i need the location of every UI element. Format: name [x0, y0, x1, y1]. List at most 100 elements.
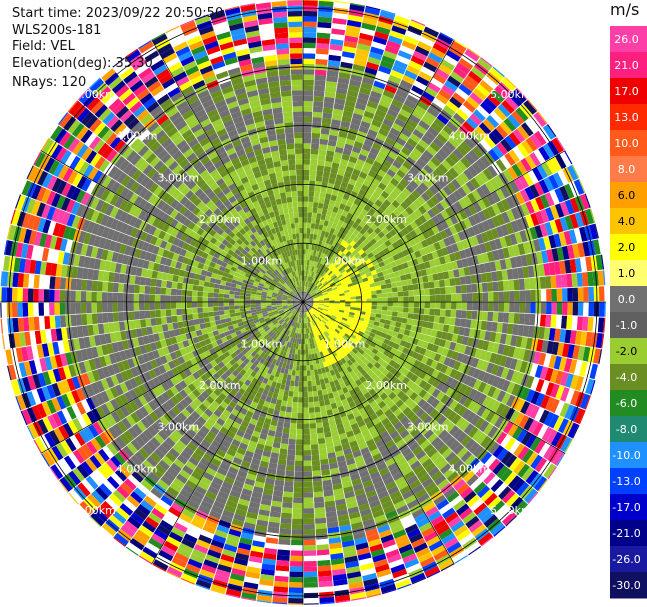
ray-gate — [326, 256, 332, 262]
ray-gate — [435, 93, 449, 105]
ray-gate — [477, 381, 487, 393]
ray-gate — [502, 247, 510, 259]
ray-gate — [308, 302, 314, 305]
ray-gate — [430, 234, 439, 244]
ray-gate — [357, 213, 365, 221]
ray-gate — [570, 374, 579, 390]
ray-gate — [543, 177, 554, 192]
ray-gate — [525, 375, 535, 389]
ray-gate — [387, 182, 396, 191]
ray-gate — [335, 92, 347, 100]
ray-gate — [437, 33, 453, 45]
ray-gate — [507, 245, 516, 258]
ray-gate — [373, 321, 380, 327]
ray-gate — [512, 88, 527, 103]
ray-gate — [298, 344, 301, 350]
ray-gate — [434, 192, 444, 202]
ray-gate — [579, 226, 588, 242]
ray-gate — [512, 347, 521, 359]
ray-gate — [543, 263, 551, 276]
ray-gate — [325, 155, 334, 163]
ray-gate — [538, 326, 546, 340]
ray-gate — [312, 475, 322, 482]
ray-gate — [485, 272, 493, 283]
ray-gate — [334, 98, 346, 106]
ray-gate — [444, 227, 453, 237]
ray-gate — [310, 438, 318, 445]
ray-gate — [303, 74, 315, 80]
ray-gate — [309, 265, 313, 272]
ray-gate — [376, 289, 382, 294]
ray-gate — [370, 46, 384, 56]
ray-gate — [309, 238, 313, 245]
ray-gate — [580, 257, 588, 272]
ray-gate — [309, 423, 317, 429]
ray-gate — [303, 280, 306, 287]
ray-gate — [515, 107, 529, 122]
ray-gate — [401, 40, 417, 51]
ray-gate — [298, 397, 303, 403]
ray-gate — [327, 145, 336, 152]
ray-gate — [303, 32, 317, 38]
ray-gate — [409, 133, 421, 144]
ray-gate — [509, 302, 515, 313]
ray-gate — [315, 411, 322, 418]
ray-gate — [439, 287, 446, 295]
ray-gate — [502, 169, 514, 183]
ray-gate — [513, 279, 520, 291]
ray-gate — [312, 305, 318, 309]
ray-gate — [412, 283, 419, 290]
ray-gate — [348, 84, 360, 93]
ray-gate — [383, 274, 390, 280]
ray-gate — [308, 303, 314, 305]
ray-gate — [346, 231, 353, 238]
ray-gate — [520, 203, 530, 216]
ray-gate — [352, 281, 359, 286]
ray-gate — [392, 302, 399, 307]
ray-gate — [311, 212, 317, 219]
ray-gate — [320, 128, 330, 135]
ray-gate — [303, 270, 305, 276]
ray-gate — [331, 223, 338, 230]
ray-gate — [577, 287, 584, 302]
ray-gate — [329, 44, 343, 51]
ray-gate — [311, 244, 315, 251]
ray-gate — [305, 344, 308, 350]
ray-gate — [346, 25, 361, 33]
ray-gate — [551, 341, 560, 356]
ray-gate — [472, 201, 482, 213]
ray-gate — [326, 210, 333, 217]
ray-gate — [412, 313, 419, 320]
ray-gate — [405, 215, 415, 224]
ray-gate — [505, 334, 513, 346]
ray-gate — [395, 89, 409, 99]
ray-gate — [303, 190, 309, 197]
ray-gate — [444, 196, 454, 207]
ray-gate — [447, 75, 461, 88]
ray-gate — [363, 204, 372, 212]
ray-gate — [307, 380, 312, 387]
ray-gate — [550, 275, 557, 289]
ray-gate — [349, 79, 362, 88]
ray-gate — [365, 271, 373, 278]
ray-gate — [399, 339, 407, 347]
ray-gate — [430, 195, 440, 206]
ray-gate — [362, 255, 370, 262]
ray-gate — [292, 364, 297, 371]
ray-gate — [509, 358, 518, 370]
ray-gate — [440, 220, 449, 230]
ray-gate — [445, 309, 451, 317]
ray-gate — [369, 124, 380, 133]
ray-gate — [466, 284, 473, 293]
ray-gate — [454, 318, 461, 327]
ray-gate — [412, 128, 424, 139]
ray-gate — [303, 471, 313, 477]
ray-gate — [288, 390, 294, 397]
ray-gate — [455, 62, 471, 75]
ray-gate — [389, 191, 399, 200]
ray-gate — [442, 324, 450, 333]
ray-gate — [322, 112, 333, 119]
ray-gate — [320, 230, 326, 237]
ray-gate — [414, 250, 422, 258]
ray-gate — [567, 287, 573, 302]
